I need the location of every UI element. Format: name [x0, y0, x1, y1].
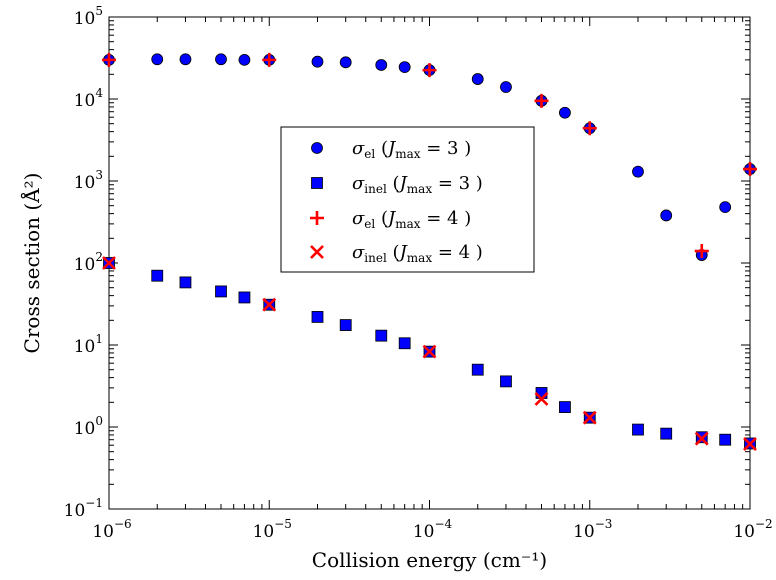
y-tick-label: 105 [74, 4, 103, 29]
sigma-inel-jmax3-point [660, 427, 673, 440]
sigma-inel-jmax3-point [375, 329, 388, 342]
series-3 [102, 52, 757, 259]
sigma-el-jmax3-point [238, 53, 251, 66]
sigma-el-jmax4-point [534, 93, 549, 108]
sigma-inel-jmax3-point [238, 291, 251, 304]
sigma-el-jmax3-point [559, 106, 571, 119]
sigma-inel-jmax4-point [743, 437, 757, 451]
y-tick-label: 101 [74, 332, 103, 357]
sigma-el-jmax3-point [151, 53, 164, 66]
legend-entry-sigma-el-jmax3: σel (Jmax = 3 ) [311, 138, 471, 161]
sigma-inel-jmax3-point [559, 401, 571, 413]
sigma-el-jmax3-point [398, 61, 411, 73]
sigma-inel-jmax4-point [102, 256, 116, 270]
sigma-el-jmax4-point [262, 52, 277, 67]
sigma-inel-jmax3-point [632, 423, 644, 436]
sigma-inel-jmax3-point [500, 375, 512, 388]
sigma-el-jmax3-point [375, 59, 388, 71]
x-tick-label: 10−3 [573, 517, 612, 542]
sigma-el-jmax3-point [660, 209, 673, 222]
sigma-el-jmax4-point [582, 121, 597, 136]
legend-label: σel (Jmax = 3 ) [352, 138, 471, 161]
sigma-inel-jmax3-point [215, 285, 227, 298]
y-tick-label: 103 [74, 168, 103, 193]
x-tick-label: 10−5 [253, 517, 292, 542]
x-tick-label: 10−4 [413, 517, 453, 542]
sigma-el-jmax4-point [743, 162, 757, 177]
sigma-el-jmax3-point [471, 73, 484, 85]
y-axis-label: Cross section (Å²) [19, 173, 44, 354]
sigma-el-jmax3-point [500, 81, 512, 93]
sigma-inel-jmax4-point [694, 431, 709, 446]
sigma-el-jmax3-point [179, 53, 192, 66]
y-tick-label: 102 [74, 250, 103, 275]
sigma-el-jmax4-point [694, 244, 709, 259]
legend-entry-sigma-inel-jmax4: σinel (Jmax = 4 ) [310, 242, 483, 265]
axis-ticks [108, 16, 751, 510]
legend-label: σel (Jmax = 4 ) [352, 208, 471, 231]
sigma-inel-jmax3-point [719, 433, 732, 446]
legend-marker [311, 142, 323, 154]
sigma-el-jmax3-point [339, 56, 352, 69]
sigma-inel-jmax4-point [262, 297, 277, 312]
sigma-inel-jmax3-point [471, 363, 484, 376]
sigma-inel-jmax3-point [398, 337, 411, 350]
sigma-el-jmax4-point [422, 63, 437, 78]
sigma-inel-jmax4-point [534, 392, 549, 406]
legend-entry-sigma-el-jmax4: σel (Jmax = 4 ) [310, 208, 471, 231]
legend-marker [310, 211, 324, 225]
x-tick-label: 10−2 [733, 517, 772, 542]
sigma-el-jmax4-point [102, 52, 116, 67]
legend-label: σinel (Jmax = 3 ) [352, 173, 483, 196]
sigma-inel-jmax3-point [339, 319, 352, 331]
legend-box [280, 126, 535, 273]
sigma-inel-jmax4-point [582, 410, 597, 425]
y-tick-label: 100 [74, 414, 103, 439]
sigma-el-jmax3-point [719, 201, 732, 214]
legend-marker [311, 177, 323, 189]
sigma-inel-jmax3-point [151, 269, 164, 282]
tick-labels: 10−6 10−5 10−4 10−3 10−2 10−1 100 101 102 103 104 1… [64, 4, 773, 542]
sigma-inel-jmax3-point [311, 311, 324, 323]
y-tick-label: 104 [74, 86, 104, 111]
sigma-inel-jmax3-point [179, 276, 192, 289]
data-markers [102, 52, 757, 451]
legend-entry-sigma-inel-jmax3: σinel (Jmax = 3 ) [311, 173, 483, 196]
legend-label: σinel (Jmax = 4 ) [352, 242, 483, 265]
sigma-el-jmax3-point [632, 165, 644, 178]
x-tick-label: 10−6 [92, 517, 131, 542]
y-tick-label: 10−1 [64, 496, 103, 521]
x-axis-label: Collision energy (cm⁻¹) [312, 548, 547, 572]
sigma-el-jmax3-point [215, 53, 227, 66]
legend-marker [310, 245, 324, 259]
series-4 [102, 256, 757, 451]
sigma-inel-jmax4-point [422, 344, 437, 359]
sigma-el-jmax3-point [311, 55, 324, 68]
legend: σel (Jmax = 3 ) σinel (Jmax = 3 ) σel (Jma… [280, 126, 535, 273]
